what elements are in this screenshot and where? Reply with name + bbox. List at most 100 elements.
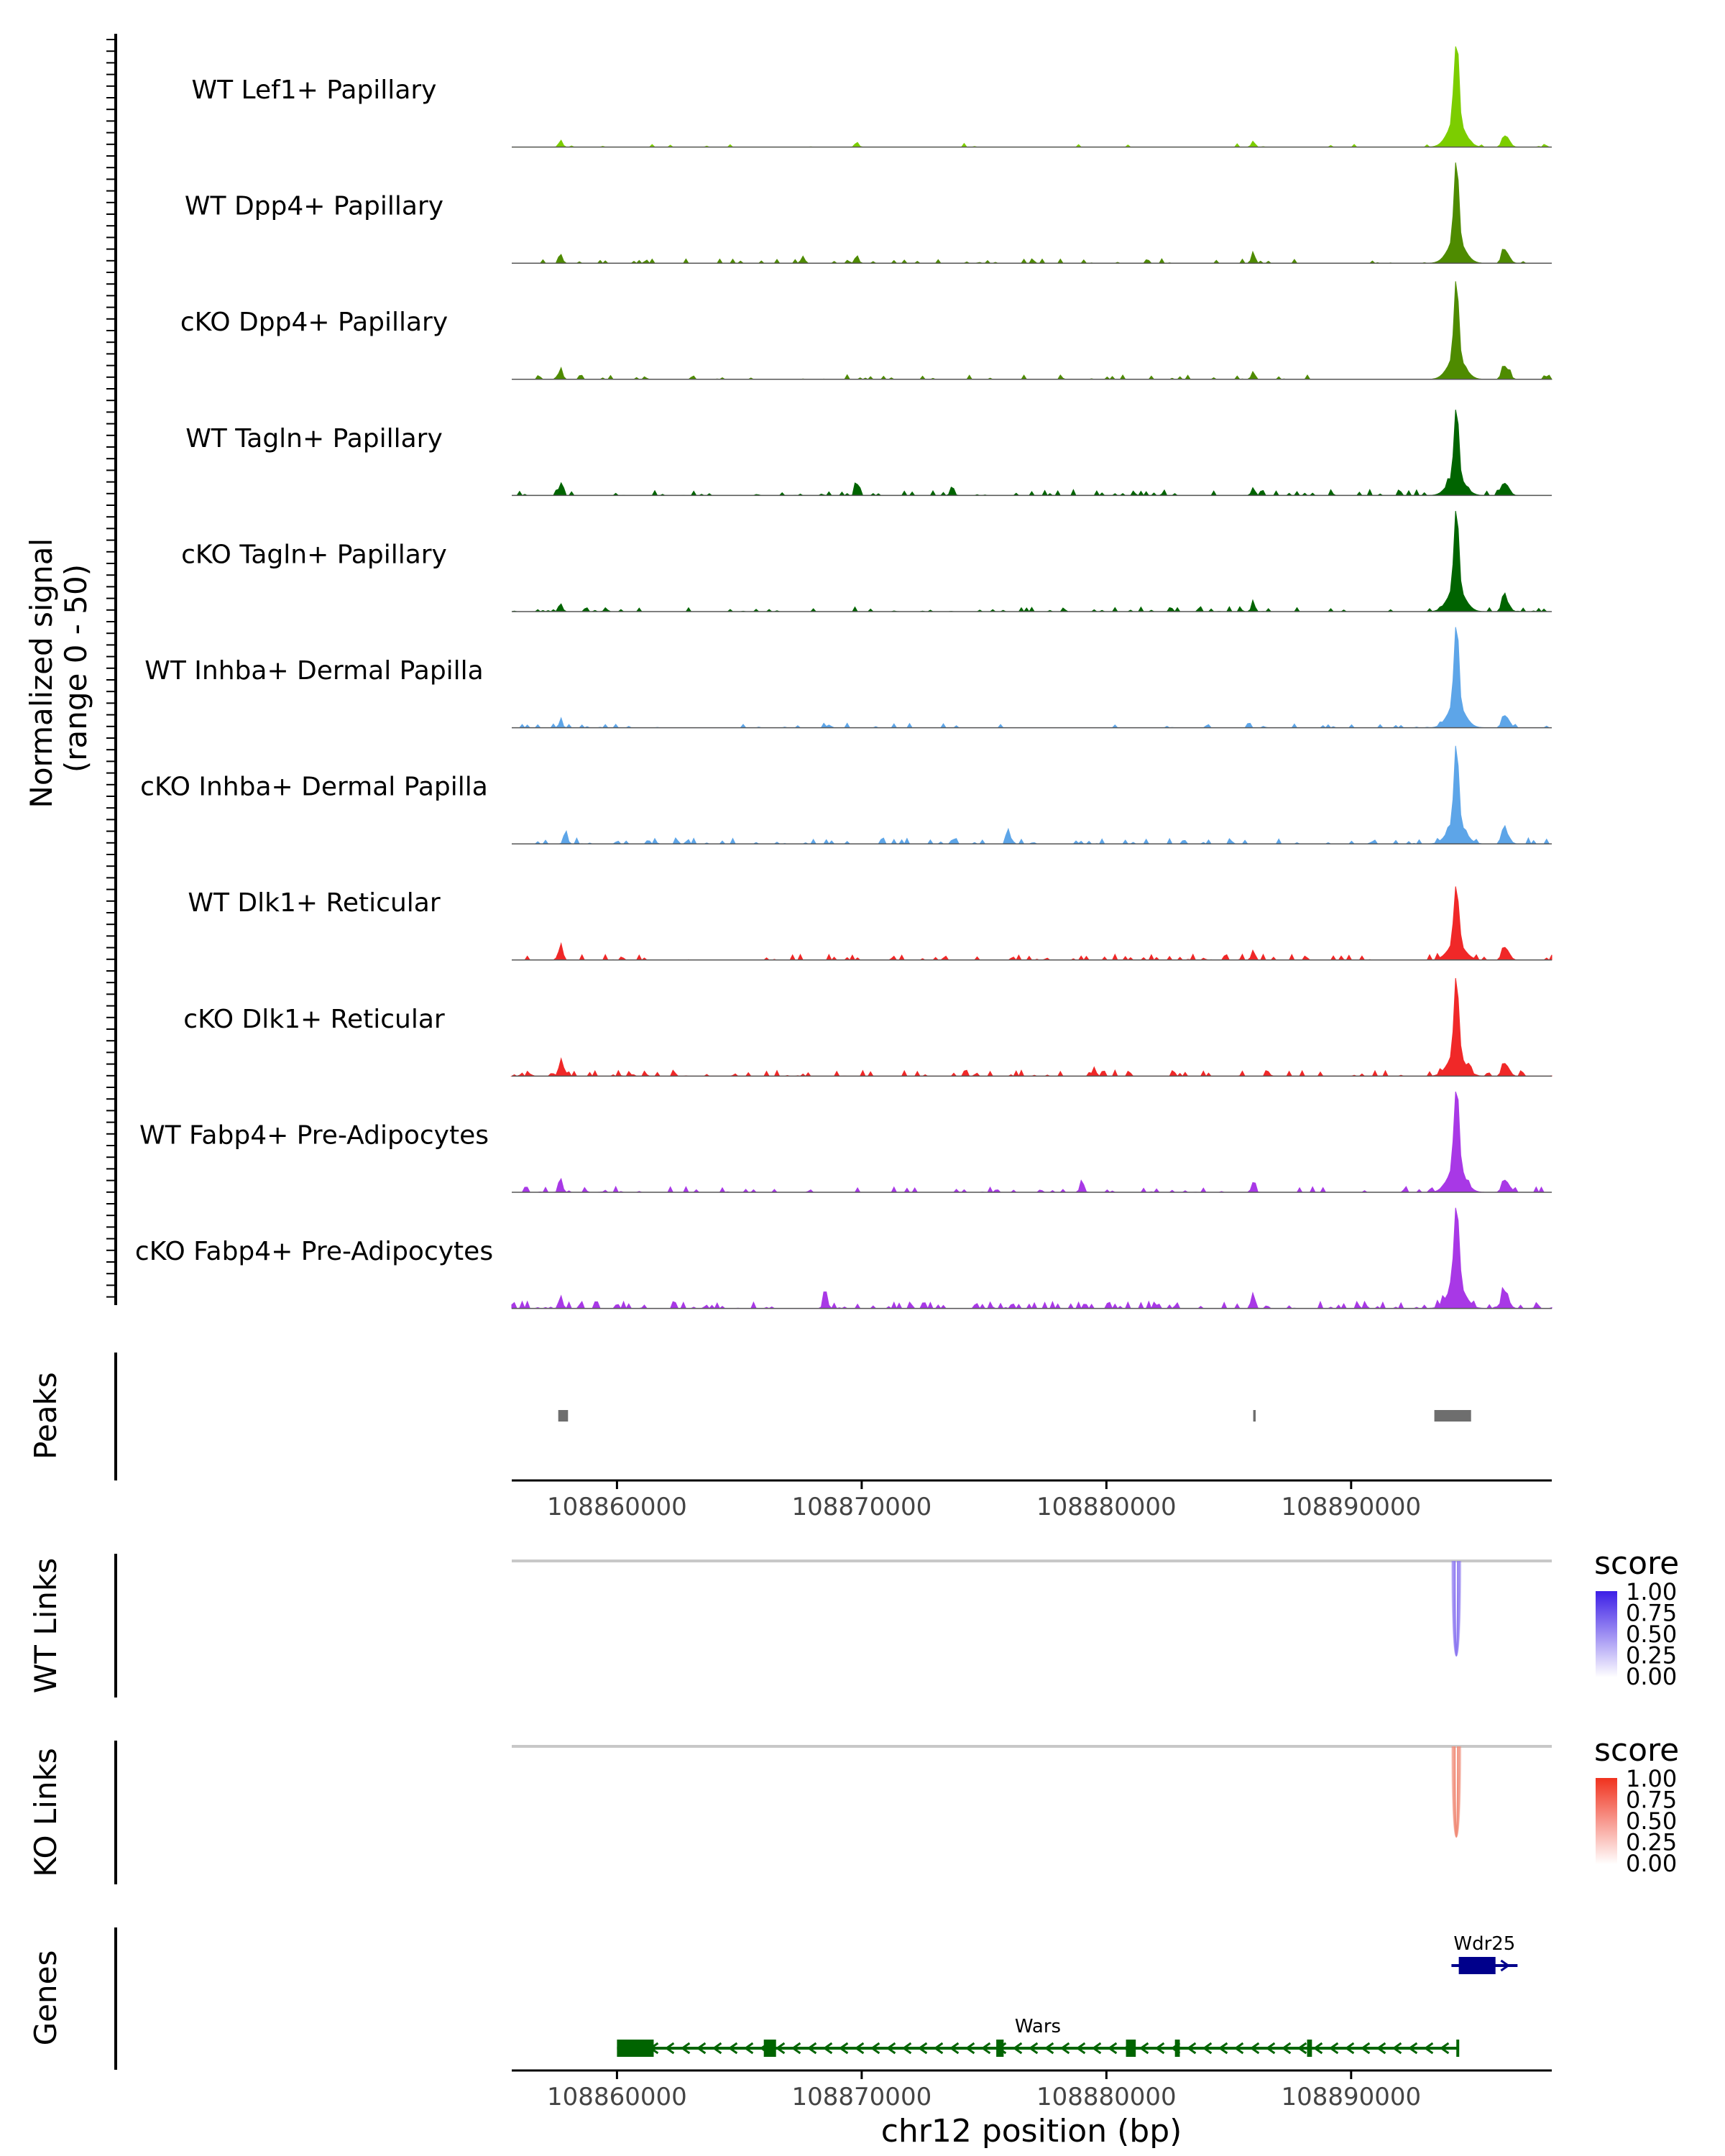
coverage-tracks: WT Lef1+ Papillary WT Dpp4+ Papillary cKO … [135, 46, 1552, 1309]
strand-chevron [1233, 2042, 1244, 2055]
genes-panel: Genes Wdr25 Wars 108860000 108870000 108880… [28, 1927, 1552, 2150]
gene-exon [1174, 2040, 1180, 2057]
strand-chevron [1265, 2042, 1276, 2055]
strand-chevron [822, 2042, 833, 2055]
ko-links-arcs [1451, 1746, 1462, 1838]
strand-chevron [886, 2042, 896, 2055]
strand-chevron [1344, 2042, 1355, 2055]
y-axis-title-line2: (range 0 - 50) [58, 564, 93, 773]
gene-name-label: Wars [1015, 2016, 1061, 2037]
x-tick-label: 108870000 [792, 1493, 932, 1521]
coverage-track: WT Lef1+ Papillary [192, 46, 1552, 148]
x-tick-label: 108870000 [792, 2083, 932, 2111]
coverage-track: WT Tagln+ Papillary [185, 410, 1552, 497]
x-tick-label: 108880000 [1036, 2083, 1177, 2111]
ko-links-label: KO Links [28, 1748, 63, 1877]
peak-region [558, 1410, 569, 1422]
coverage-area [511, 1207, 1552, 1309]
track-label: WT Tagln+ Papillary [185, 424, 443, 453]
strand-chevron [1012, 2042, 1023, 2055]
legend-title: score [1594, 1732, 1679, 1769]
strand-chevron [1123, 2042, 1133, 2055]
x-tick-label: 108890000 [1281, 2083, 1421, 2111]
legend-title: score [1594, 1545, 1679, 1582]
gene-models: Wdr25 Wars [617, 1933, 1518, 2057]
strand-chevron [791, 2042, 801, 2055]
coverage-track: cKO Inhba+ Dermal Papilla [140, 745, 1552, 845]
track-label: cKO Inhba+ Dermal Papilla [140, 773, 488, 802]
strand-chevron [1059, 2042, 1070, 2055]
link-arc [1454, 1560, 1459, 1657]
track-label: cKO Tagln+ Papillary [181, 540, 447, 569]
x-tick-label: 108860000 [547, 2083, 687, 2111]
peak-region [1253, 1410, 1256, 1422]
strand-chevron [1500, 1959, 1511, 1972]
strand-chevron [980, 2042, 991, 2055]
gene-exon [763, 2040, 776, 2057]
strand-chevron [1312, 2042, 1323, 2055]
link-arc [1454, 1746, 1459, 1838]
genes-x-axis-ticks: 108860000 108870000 108880000 108890000 [547, 2070, 1421, 2111]
strand-chevron [1439, 2042, 1450, 2055]
strand-chevron [1154, 2042, 1165, 2055]
coverage-track: cKO Tagln+ Papillary [181, 510, 1552, 612]
x-tick-label: 108880000 [1036, 1493, 1177, 1521]
track-label: WT Fabp4+ Pre-Adipocytes [139, 1120, 489, 1150]
legend-tick-label: 0.25 [1626, 1642, 1677, 1669]
coverage-track: WT Inhba+ Dermal Papilla [144, 627, 1552, 729]
coverage-track: WT Dpp4+ Papillary [185, 162, 1552, 264]
strand-chevron [1138, 2042, 1149, 2055]
legend-tick-label: 0.50 [1626, 1621, 1677, 1648]
strand-chevron [1484, 1959, 1495, 1972]
track-label: WT Dlk1+ Reticular [188, 888, 440, 918]
coverage-y-axis-title: Normalized signal (range 0 - 50) [24, 528, 93, 808]
track-label: cKO Fabp4+ Pre-Adipocytes [135, 1237, 493, 1266]
peaks-x-axis-ticks: 108860000 108870000 108880000 108890000 [547, 1480, 1421, 1521]
peaks-panel-label: Peaks [28, 1372, 63, 1460]
strand-chevron [1468, 1959, 1479, 1972]
strand-chevron [1297, 2042, 1307, 2055]
track-label: cKO Dlk1+ Reticular [183, 1005, 445, 1034]
legend-tick-label: 0.75 [1626, 1787, 1677, 1814]
strand-chevron [917, 2042, 928, 2055]
strand-chevron [996, 2042, 1007, 2055]
strand-chevron [1107, 2042, 1118, 2055]
strand-chevron [680, 2042, 691, 2055]
strand-chevron [1075, 2042, 1086, 2055]
strand-chevron [648, 2042, 659, 2055]
strand-chevron [1186, 2042, 1197, 2055]
strand-chevron [1028, 2042, 1039, 2055]
strand-chevron [712, 2042, 722, 2055]
strand-chevron [759, 2042, 770, 2055]
x-axis-title: chr12 position (bp) [881, 2113, 1182, 2150]
x-tick-label: 108860000 [547, 1493, 687, 1521]
coverage-panel: Normalized signal (range 0 - 50) WT Lef1… [24, 34, 1552, 1309]
legend-tick-label: 0.25 [1626, 1829, 1677, 1856]
strand-chevron [632, 2042, 643, 2055]
coverage-y-ticks [106, 39, 116, 1298]
strand-chevron [1202, 2042, 1213, 2055]
strand-chevron [1407, 2042, 1418, 2055]
strand-chevron [933, 2042, 944, 2055]
strand-chevron [1376, 2042, 1386, 2055]
strand-chevron [949, 2042, 960, 2055]
coverage-track: cKO Dlk1+ Reticular [183, 977, 1552, 1077]
peaks-panel: Peaks 108860000 108870000 108880000 1088900… [28, 1353, 1552, 1521]
strand-chevron [775, 2042, 786, 2055]
strand-chevron [901, 2042, 912, 2055]
strand-chevron [1170, 2042, 1181, 2055]
strand-chevron [1218, 2042, 1228, 2055]
peak-region [1434, 1410, 1471, 1422]
legend-tick-label: 1.00 [1626, 1765, 1677, 1792]
peak-regions [558, 1410, 1471, 1422]
gene-exon [1126, 2040, 1136, 2057]
coverage-track: cKO Dpp4+ Papillary [180, 281, 1552, 380]
strand-chevron [1249, 2042, 1260, 2055]
track-label: WT Lef1+ Papillary [192, 75, 437, 105]
strand-chevron [727, 2042, 738, 2055]
